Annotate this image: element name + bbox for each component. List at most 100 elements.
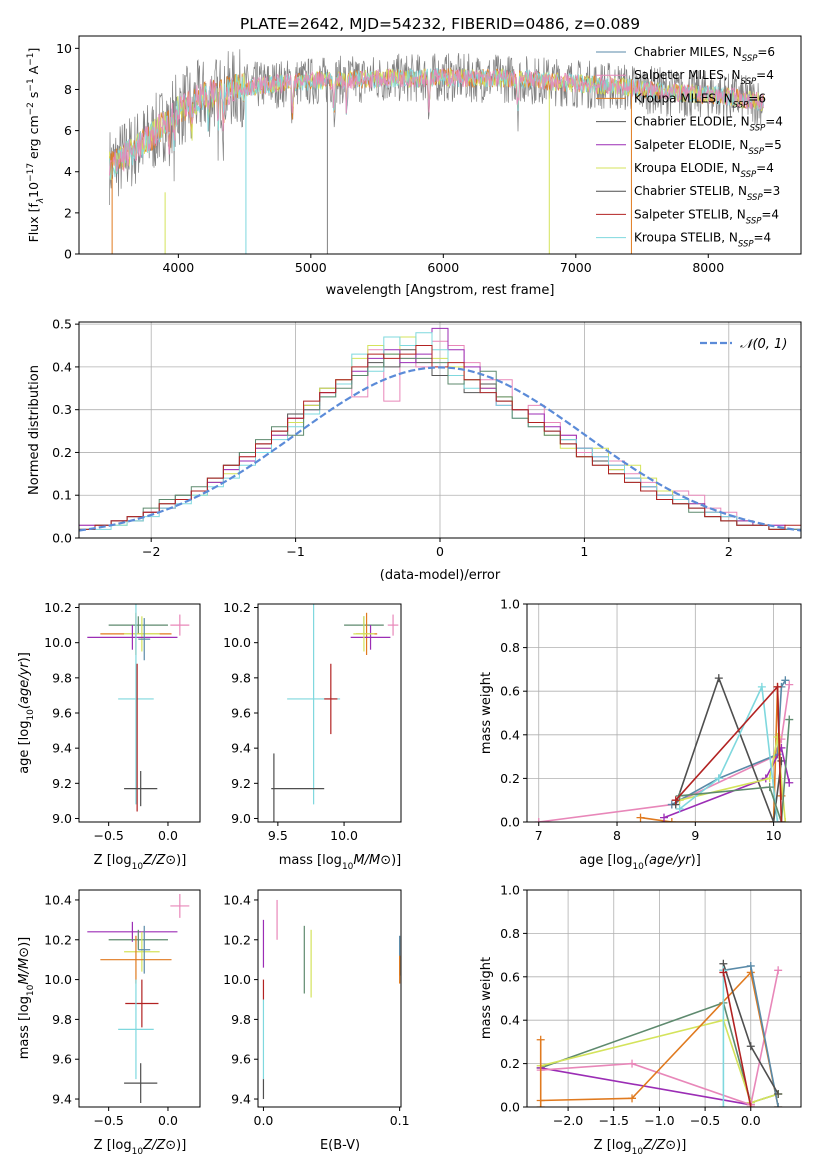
plus-marker [536, 1103, 545, 1107]
plot-area [534, 674, 794, 822]
axes-2: −2 −1 0 1 2 0.0 0.1 0.2 0.3 0.4 0.5 [52, 317, 802, 559]
axes-frame [526, 889, 802, 1108]
x-tick-label: 0.0 [254, 1113, 274, 1128]
y-tick-label: 9.8 [231, 1012, 251, 1027]
x-tick-label: 10 [766, 828, 782, 843]
plus-marker [785, 680, 794, 689]
y-tick-label: 1.0 [500, 597, 520, 612]
y-tick-label: 10.4 [44, 892, 72, 907]
y-tick-label: 8 [64, 82, 72, 97]
y-tick-label: 0.0 [500, 815, 520, 830]
y-tick-label: 0.3 [52, 402, 72, 417]
y-tick-label: 0 [64, 247, 72, 262]
plus-marker [785, 778, 794, 787]
y-axis-label: mass weight [479, 672, 494, 754]
mass-weight-line [538, 684, 791, 822]
y-tick-label: 9.8 [52, 1012, 72, 1027]
x-axis-label: age [log10(age/yr)] [579, 853, 701, 872]
legend-label: 𝒩(0, 1) [740, 337, 787, 352]
x-tick-label: 8 [613, 828, 621, 843]
plus-marker [636, 813, 645, 822]
chart-title: PLATE=2642, MJD=54232, FIBERID=0486, z=0… [240, 15, 640, 33]
y-tick-label: 10 [56, 41, 72, 56]
x-axis-label: wavelength [Angstrom, rest frame] [326, 283, 555, 298]
y-tick-label: 9.4 [231, 741, 251, 756]
y-tick-label: 9.6 [231, 706, 251, 721]
plus-marker [785, 715, 794, 724]
plus-marker [774, 966, 783, 975]
plus-marker [746, 1042, 755, 1051]
mass-weight-line [679, 719, 791, 822]
x-tick-label: −1.5 [599, 1113, 629, 1128]
x-tick-label: 5000 [295, 260, 327, 275]
plus-marker [773, 732, 782, 741]
axes-1: 4000 5000 6000 7000 8000 0 2 4 6 8 10 [56, 35, 802, 275]
plus-marker [757, 682, 766, 691]
x-tick-label: −2 [142, 544, 160, 559]
plus-marker [773, 682, 782, 691]
x-axis-label: E(B-V) [320, 1138, 360, 1153]
plus-marker [719, 968, 728, 977]
axes-8: −2.0 −1.5 −1.0 −0.5 0.0 0.0 0.2 0.4 0.6 0.8 1.0 [500, 883, 802, 1128]
x-tick-label: −0.5 [93, 1113, 123, 1128]
plus-marker [628, 1094, 637, 1103]
y-tick-label: 6 [64, 123, 72, 138]
y-tick-label: 10.0 [44, 635, 72, 650]
axes-frame [78, 889, 201, 1108]
mass-weight-line [679, 736, 787, 822]
plus-marker [675, 804, 684, 813]
plot-area [79, 327, 801, 532]
y-tick-label: 10.2 [223, 932, 251, 947]
plot-area [262, 899, 401, 1100]
x-tick-label: 0.1 [390, 1113, 410, 1128]
y-tick-label: 0.1 [52, 488, 72, 503]
x-tick-label: 8000 [692, 260, 724, 275]
y-axis-label: age [log10(age/yr)] [17, 652, 36, 774]
x-tick-label: −1.0 [644, 1113, 674, 1128]
axes-frame [78, 603, 201, 823]
legend-label: Kroupa STELIB, NSSP=4 [634, 231, 771, 250]
y-tick-label: 9.8 [52, 670, 72, 685]
x-tick-label: 1 [580, 544, 588, 559]
y-tick-label: 9.4 [231, 1092, 251, 1107]
plus-marker [534, 818, 543, 822]
plot-area [87, 604, 190, 812]
mass-weight-line [674, 675, 783, 822]
y-tick-label: 10.0 [44, 972, 72, 987]
x-axis-label: Z [log10Z/Z⊙)] [94, 1138, 187, 1157]
y-tick-label: 0.8 [500, 926, 520, 941]
x-axis-label: (data-model)/error [380, 568, 501, 583]
plus-marker [781, 676, 790, 685]
y-tick-label: 10.2 [44, 600, 72, 615]
y-tick-label: 0.0 [500, 1100, 520, 1115]
x-tick-label: −1 [286, 544, 304, 559]
y-tick-label: 9.0 [52, 811, 72, 826]
legend-label: Salpeter STELIB, NSSP=4 [634, 207, 779, 226]
plus-marker [774, 1089, 783, 1098]
axes-3: −0.5 0.0 9.0 9.2 9.4 9.6 9.8 10.0 10.2 [44, 600, 201, 843]
y-tick-label: 10.2 [223, 600, 251, 615]
mass-weight-line [540, 1067, 751, 1106]
x-axis-label: Z [log10Z/Z⊙)] [94, 853, 187, 872]
y-tick-label: 0.6 [500, 684, 520, 699]
x-tick-label: 7000 [560, 260, 592, 275]
y-tick-label: 10.2 [44, 932, 72, 947]
y-axis-label: Flux [fλ10−17 erg cm−2 s−1 A−1] [26, 48, 46, 243]
x-tick-label: 0 [436, 544, 444, 559]
y-tick-label: 10.0 [223, 635, 251, 650]
y-axis-label: mass weight [479, 957, 494, 1039]
y-tick-label: 4 [64, 164, 72, 179]
y-axis-label: mass [log10M/M⊙)] [17, 937, 36, 1060]
plus-marker [746, 1103, 755, 1107]
axes-6: −0.5 0.0 9.4 9.6 9.8 10.0 10.2 10.4 [44, 889, 201, 1128]
legend-label: Chabrier STELIB, NSSP=3 [634, 184, 780, 203]
x-tick-label: 0.0 [158, 828, 178, 843]
y-tick-label: 9.4 [52, 1092, 72, 1107]
x-axis-label: Z [log10Z/Z⊙)] [594, 1138, 687, 1157]
x-tick-label: −0.5 [690, 1113, 720, 1128]
y-tick-label: 0.2 [500, 771, 520, 786]
plot-area [271, 604, 399, 822]
x-tick-label: 6000 [427, 260, 459, 275]
plus-marker [781, 818, 790, 822]
